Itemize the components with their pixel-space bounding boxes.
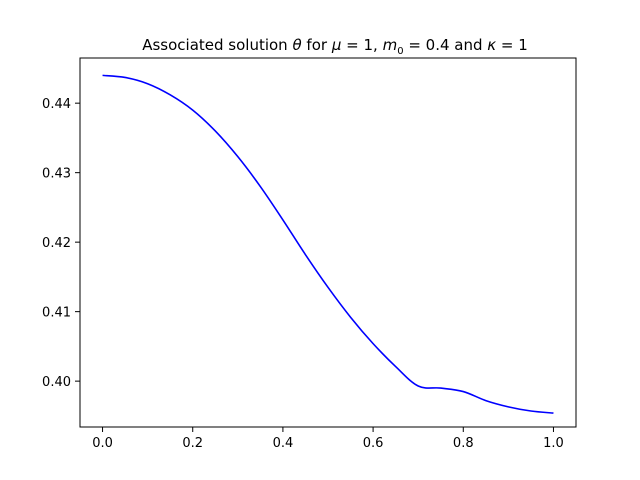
- y-tick-label: 0.40: [42, 375, 71, 390]
- y-tick-label: 0.41: [42, 306, 71, 321]
- plot-frame: [79, 57, 577, 428]
- series-layer: [102, 74, 554, 414]
- x-tick-label: 0.8: [453, 436, 474, 451]
- x-tick-label: 0.0: [92, 436, 113, 451]
- series-line: [102, 74, 554, 414]
- y-tick-label: 0.44: [42, 97, 71, 112]
- chart-title: Associated solution θ for μ = 1, m0 = 0.…: [142, 36, 528, 57]
- x-tick-label: 0.6: [363, 436, 384, 451]
- axis-ticks: 0.0 0.2 0.4 0.6 0.8 1.0 0.40 0.41 0.42 0.43 0.44: [42, 97, 564, 451]
- x-tick-label: 1.0: [543, 436, 564, 451]
- x-tick-label: 0.2: [182, 436, 203, 451]
- x-tick-label: 0.4: [273, 436, 294, 451]
- y-tick-label: 0.43: [42, 167, 71, 182]
- y-tick-label: 0.42: [42, 236, 71, 251]
